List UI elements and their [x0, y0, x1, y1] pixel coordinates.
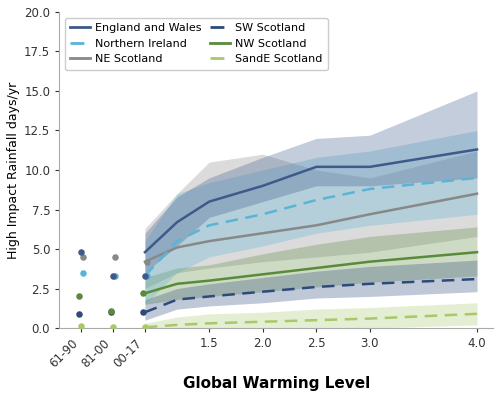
Point [106, 308, 114, 314]
Point [109, 273, 117, 279]
X-axis label: Global Warming Level: Global Warming Level [182, 376, 370, 391]
Point [76, 323, 84, 330]
Point [111, 273, 119, 279]
Point [106, 309, 114, 316]
Legend: England and Wales, Northern Ireland, NE Scotland, SW Scotland, NW Scotland, Sand: England and Wales, Northern Ireland, NE … [65, 18, 328, 70]
Point [141, 324, 149, 330]
Point [143, 273, 151, 279]
Point [143, 258, 151, 265]
Point [139, 309, 147, 316]
Point [111, 254, 119, 260]
Point [74, 293, 82, 300]
Point [109, 324, 117, 330]
Point [76, 249, 84, 256]
Y-axis label: High Impact Rainfall days/yr: High Impact Rainfall days/yr [7, 81, 20, 259]
Point [141, 273, 149, 279]
Point [139, 290, 147, 297]
Point [79, 254, 87, 260]
Point [79, 269, 87, 276]
Point [74, 311, 82, 317]
